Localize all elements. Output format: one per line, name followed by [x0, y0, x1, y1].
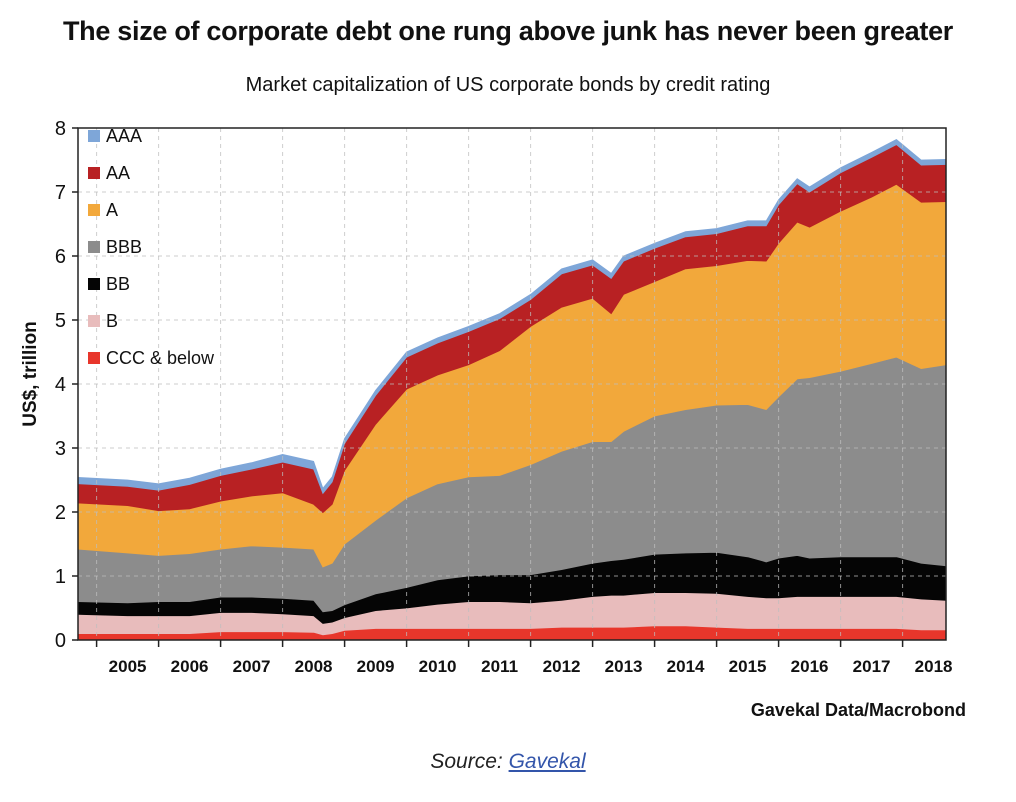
legend-label: A — [106, 200, 118, 220]
legend-label: CCC & below — [106, 348, 215, 368]
data-credit: Gavekal Data/Macrobond — [750, 700, 966, 720]
x-tick-label: 2015 — [729, 657, 767, 676]
stacked-area-chart: 0 1 2 3 4 5 6 7 8 2005 2006 2007 2008 2009 2010 2011 20… — [20, 118, 953, 676]
y-tick-label: 3 — [55, 438, 66, 460]
source-link[interactable]: Gavekal — [508, 750, 586, 773]
y-tick-label: 0 — [55, 630, 66, 652]
legend-swatch — [88, 352, 100, 364]
y-tick-label: 4 — [55, 374, 66, 396]
legend-label: BB — [106, 274, 130, 294]
legend-label: AA — [106, 163, 130, 183]
legend-label: BBB — [106, 237, 142, 257]
x-tick-label: 2010 — [419, 657, 457, 676]
y-tick-label: 1 — [55, 566, 66, 588]
legend-label: AAA — [106, 126, 142, 146]
legend-swatch — [88, 315, 100, 327]
y-tick-label: 7 — [55, 182, 66, 204]
y-axis-label: US$, trillion — [20, 321, 41, 427]
y-tick-label: 5 — [55, 310, 66, 332]
y-tick-label: 6 — [55, 246, 66, 268]
source-label: Source: — [430, 750, 503, 773]
x-tick-label: 2014 — [667, 657, 705, 676]
x-tick-label: 2012 — [543, 657, 581, 676]
x-tick-label: 2009 — [357, 657, 395, 676]
x-tick-label: 2005 — [109, 657, 147, 676]
chart-subtitle: Market capitalization of US corporate bo… — [245, 74, 771, 96]
x-tick-label: 2018 — [915, 657, 953, 676]
legend-swatch — [88, 204, 100, 216]
y-tick-label: 8 — [55, 118, 66, 140]
legend-swatch — [88, 278, 100, 290]
x-tick-label: 2006 — [171, 657, 209, 676]
x-tick-label: 2017 — [853, 657, 891, 676]
x-tick-label: 2013 — [605, 657, 643, 676]
x-tick-label: 2016 — [791, 657, 829, 676]
y-tick-label: 2 — [55, 502, 66, 524]
legend-swatch — [88, 167, 100, 179]
legend-label: B — [106, 311, 118, 331]
x-tick-label: 2011 — [481, 657, 518, 676]
legend-swatch — [88, 130, 100, 142]
chart-title: The size of corporate debt one rung abov… — [62, 16, 954, 46]
source-line: Source: Gavekal — [0, 750, 1016, 774]
legend-swatch — [88, 241, 100, 253]
x-tick-label: 2008 — [295, 657, 333, 676]
x-tick-label: 2007 — [233, 657, 271, 676]
